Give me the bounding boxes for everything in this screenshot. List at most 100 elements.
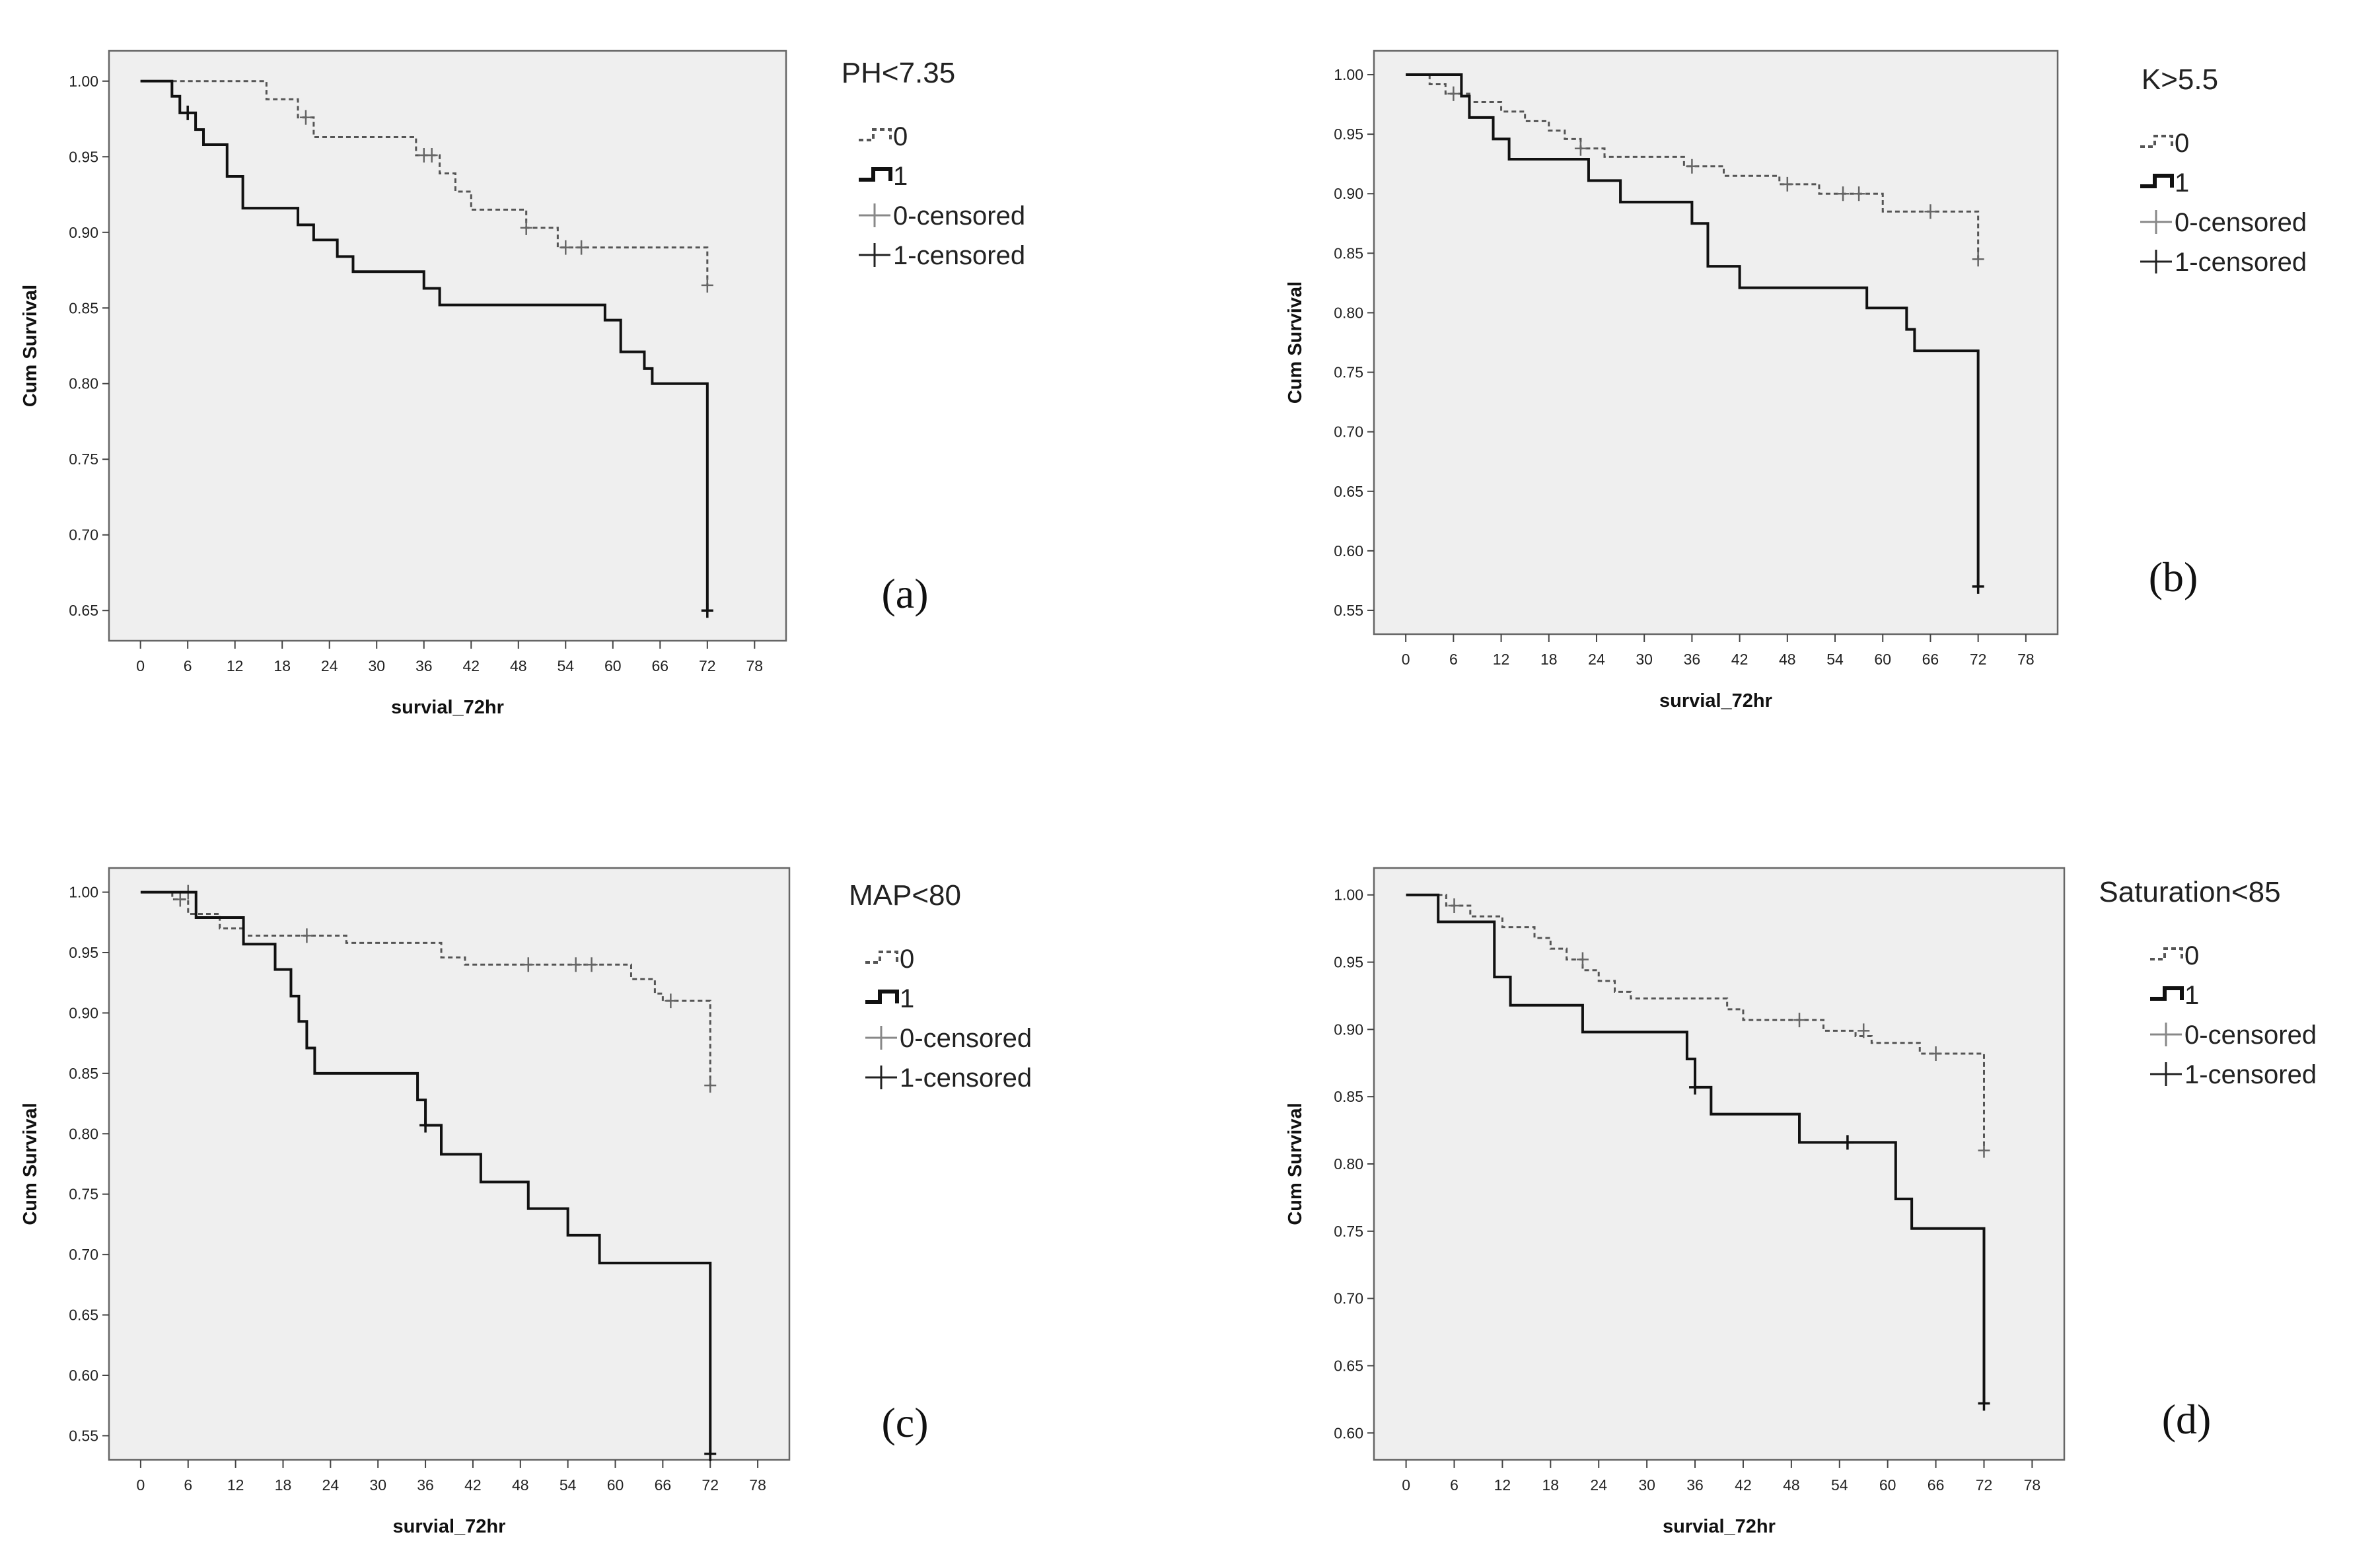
chart-panel-d: 1.000.950.900.850.800.750.700.650.600 6 12… [1285,867,2317,1537]
x-tick-label: 66 [1928,1476,1945,1494]
legend-swatch [2150,1062,2182,1086]
chart-panel-a: 1.00 0.95 0.90 0.85 0.80 0.75 0.70 0.65 0 6 12 18 24… [20,50,1025,718]
censor-mark-0 [665,994,677,1009]
x-axis-title: survial_72hr [1659,690,1772,711]
legend-item-label: 1-censored [2175,248,2307,277]
legend-swatch [865,951,898,964]
y-tick-label: 0.85 [1334,244,1363,262]
legend-item-label: 0-censored [900,1024,1032,1053]
y-tick-label: 0.60 [1334,542,1363,560]
legend-swatch [2140,210,2172,234]
legend-item-label: 1-censored [2184,1060,2317,1089]
x-tick-label: 42 [1731,651,1749,668]
panel-label: (b) [2149,554,2198,600]
y-tick-label: 0.60 [1334,1424,1363,1441]
censor-mark-0 [174,892,186,907]
x-tick-label: 54 [1831,1476,1848,1494]
y-tick-label: 0.80 [69,375,98,392]
y-tick-label: 0.95 [1334,954,1363,971]
x-tick-label: 42 [464,1476,482,1494]
y-tick-label: 0.95 [69,148,98,165]
y-tick-label: 0.70 [1334,423,1363,441]
x-tick-label: 24 [322,1476,340,1494]
legend-swatch [2150,986,2184,1001]
censor-mark-0 [520,220,532,235]
legend-item-label: 1 [2184,981,2199,1010]
x-axis-title: survial_72hr [391,697,504,718]
censor-mark-0 [1574,141,1587,156]
x-tick-label: 66 [1922,651,1939,668]
x-tick-label: 78 [2024,1476,2041,1494]
legend-item-label: 0 [2175,129,2189,158]
x-tick-label: 6 [184,1476,192,1494]
x-tick-label: 48 [1783,1476,1800,1494]
censor-mark-0 [1837,186,1850,201]
x-tick-label: 30 [1638,1476,1655,1494]
censor-mark-0 [1576,952,1589,967]
legend-swatch [2140,174,2174,188]
censor-mark-0 [301,928,313,943]
y-tick-label: 0.75 [69,1186,98,1203]
y-tick-label: 0.95 [1334,126,1363,143]
y-axis-title: Cum Survival [20,285,41,407]
y-tick-label: 0.65 [1334,1357,1363,1374]
x-tick-label: 36 [1686,1476,1704,1494]
censor-mark-0 [1448,898,1460,914]
x-tick-label: 24 [321,657,338,674]
censor-mark-0 [1853,186,1865,201]
censor-mark-0 [1447,86,1460,101]
x-tick-label: 6 [184,657,192,674]
chart-panel-b: 1.00 0.95 0.90 0.85 0.80 0.75 0.70 0.65 0.60 0.55… [1285,50,2307,711]
y-tick-label: 0.60 [69,1367,98,1384]
legend-item-label: 0-censored [2184,1021,2317,1050]
y-tick-label: 0.80 [1334,1155,1363,1173]
legend-swatch [2150,1023,2182,1046]
censor-mark-0 [425,147,438,163]
censor-mark-0 [299,110,312,125]
x-tick-label: 48 [1779,651,1796,668]
x-tick-label: 54 [559,1476,577,1494]
censor-mark-1 [1689,1079,1702,1095]
censor-mark-0 [1978,1143,1990,1158]
x-tick-label: 18 [1542,1476,1560,1494]
x-tick-label: 78 [746,657,764,674]
legend-item-label: 1-censored [900,1064,1032,1093]
legend-swatch [865,990,899,1004]
x-tick-label: 78 [2017,651,2035,668]
legend-title: PH<7.35 [842,57,955,89]
x-axis-title: survial_72hr [393,1516,506,1537]
y-tick-label: 0.65 [69,602,98,619]
x-tick-label: 60 [1879,1476,1896,1494]
x-tick-label: 60 [607,1476,624,1494]
legend-item-label: 0 [893,122,908,151]
censor-mark-0 [704,1078,717,1093]
censor-mark-0 [1857,1023,1870,1038]
series-1-line [1406,73,1980,587]
x-tick-label: 6 [1450,1476,1459,1494]
legend-item-label: 1-censored [893,241,1025,270]
legend-swatch [859,167,892,182]
legend-item-label: 1 [2175,168,2189,198]
y-tick-label: 0.90 [1334,185,1363,202]
panel-label: (c) [881,1399,928,1446]
censor-mark-0 [1686,159,1698,174]
plot-area [1373,867,2066,1461]
censor-mark-0 [569,957,582,972]
x-axis-title: survial_72hr [1663,1516,1776,1537]
x-tick-label: 42 [462,657,480,674]
censor-mark-1 [704,1446,717,1461]
y-tick-label: 0.80 [69,1125,98,1142]
x-tick-label: 24 [1588,651,1605,668]
y-tick-label: 0.70 [69,1246,98,1263]
y-tick-label: 0.55 [1334,602,1363,619]
series-0-line [140,891,711,1086]
y-tick-label: 0.70 [69,526,98,544]
x-tick-label: 30 [368,657,385,674]
x-tick-label: 0 [137,1476,145,1494]
panel-label: (a) [881,570,928,617]
y-tick-label: 1.00 [69,884,98,901]
y-tick-label: 0.85 [1334,1088,1363,1105]
x-tick-label: 72 [1976,1476,1993,1494]
x-tick-label: 48 [512,1476,529,1494]
censor-mark-0 [1972,252,1984,267]
